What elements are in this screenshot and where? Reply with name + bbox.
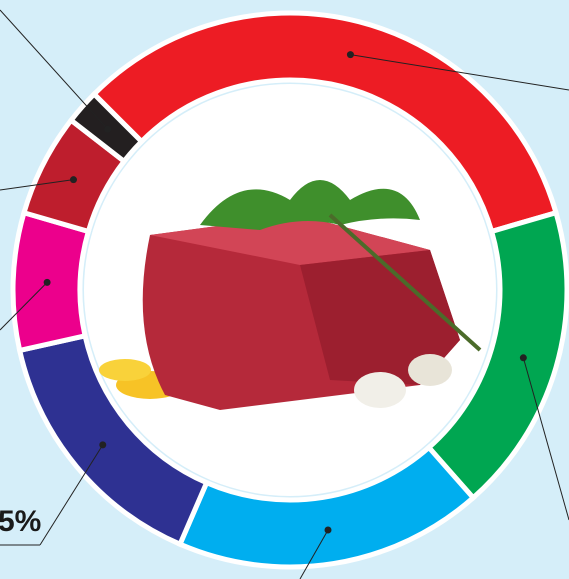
- leader-dot: [104, 125, 112, 133]
- leader-dot: [69, 176, 77, 184]
- leader-line: [0, 282, 48, 331]
- leader-line: [350, 54, 569, 91]
- donut: [10, 10, 569, 570]
- donut-segment: [90, 10, 560, 235]
- leader-dot: [346, 51, 354, 59]
- leader-line: [39, 444, 104, 546]
- leader-line: [522, 357, 569, 521]
- leader-dot: [519, 354, 527, 362]
- donut-segment: [10, 209, 92, 354]
- data-label: 5%: [0, 505, 41, 538]
- leader-line: [0, 179, 74, 191]
- leader-lines: [0, 9, 569, 579]
- leader-dot: [43, 278, 51, 286]
- leader-dot: [99, 441, 107, 449]
- leader-line: [299, 529, 329, 579]
- leader-line: [0, 9, 109, 130]
- leader-dot: [324, 526, 332, 534]
- center-photo: [84, 84, 496, 496]
